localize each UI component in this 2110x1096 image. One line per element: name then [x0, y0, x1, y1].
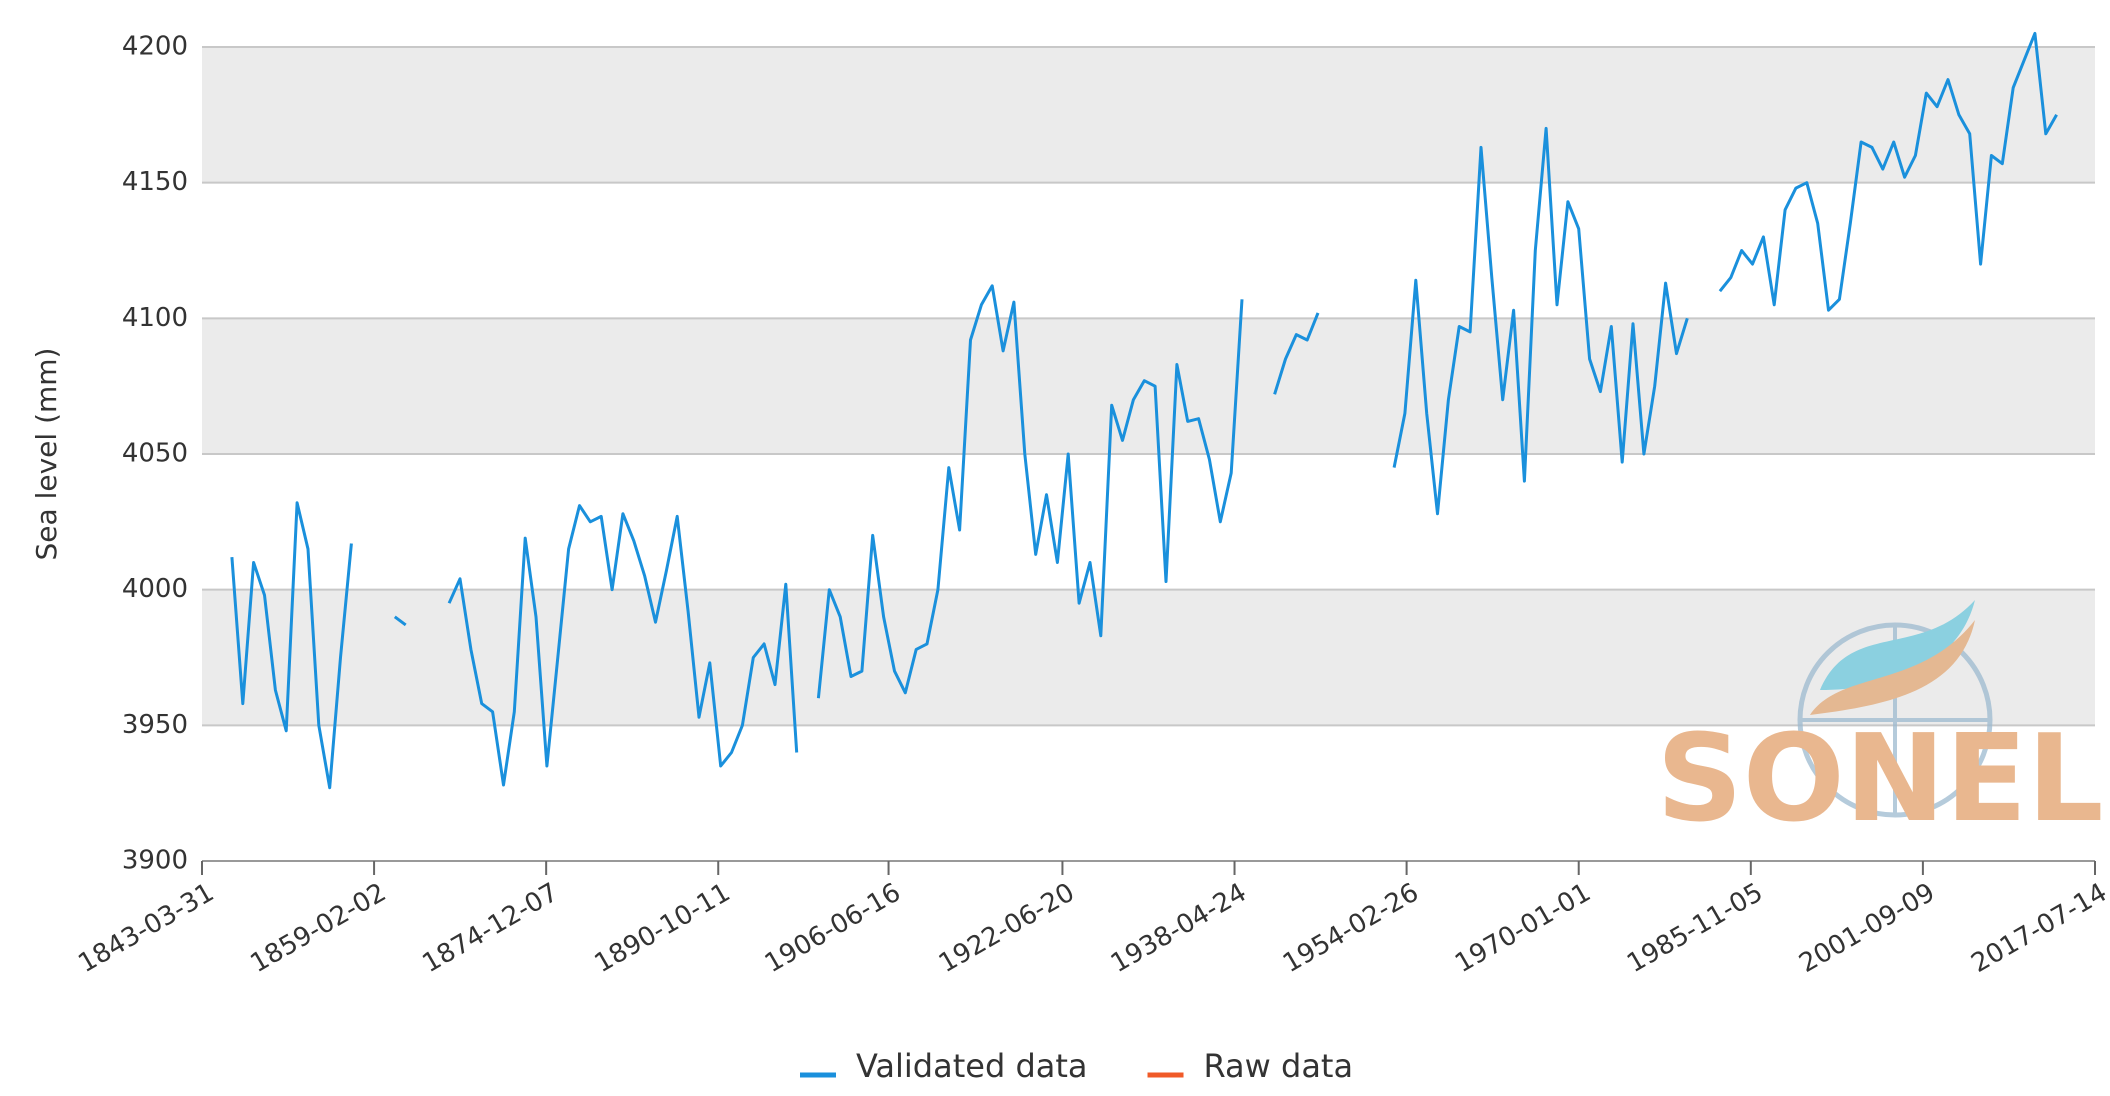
- y-tick-label: 3950: [122, 710, 188, 740]
- legend-label: Validated data: [856, 1047, 1088, 1085]
- x-tick-label: 1859-02-02: [245, 878, 391, 980]
- x-tick-label: 2001-09-09: [1794, 878, 1940, 980]
- band: [202, 318, 2095, 454]
- x-tick-label: 1938-04-24: [1106, 878, 1252, 980]
- x-tick-label: 1906-06-16: [760, 878, 906, 980]
- y-tick-label: 4050: [122, 439, 188, 469]
- y-tick-label: 4150: [122, 167, 188, 197]
- line-segment: [816, 284, 1244, 699]
- line-segment: [393, 615, 407, 627]
- x-tick-label: 1985-11-05: [1622, 878, 1768, 980]
- y-tick-label: 4100: [122, 303, 188, 333]
- y-tick-label: 3900: [122, 846, 188, 876]
- line-segment: [1392, 126, 1689, 516]
- legend-label: Raw data: [1204, 1047, 1354, 1085]
- x-tick-label: 1954-02-26: [1278, 878, 1424, 980]
- line-segment: [447, 504, 799, 787]
- x-tick-label: 2017-07-14: [1966, 878, 2110, 980]
- line-segment: [1273, 312, 1320, 395]
- x-tick-label: 1922-06-20: [934, 878, 1080, 980]
- y-tick-label: 4000: [122, 574, 188, 604]
- line-segment: [1718, 31, 2058, 312]
- x-tick-label: 1970-01-01: [1450, 878, 1596, 980]
- x-tick-label: 1874-12-07: [418, 878, 564, 980]
- y-axis-title: Sea level (mm): [30, 348, 63, 561]
- plot: 3900 3950 4000 4050 4100 4150 4200 1843-03-31 18…: [73, 32, 2110, 1086]
- y-tick-label: 4200: [122, 32, 188, 62]
- x-tick-label: 1843-03-31: [73, 878, 219, 980]
- watermark-text: SONEL: [1656, 710, 2103, 849]
- x-tick-label: 1890-10-11: [590, 878, 736, 980]
- band: [202, 47, 2095, 183]
- watermark: SONEL: [1656, 600, 2104, 849]
- line-segment: [230, 501, 353, 790]
